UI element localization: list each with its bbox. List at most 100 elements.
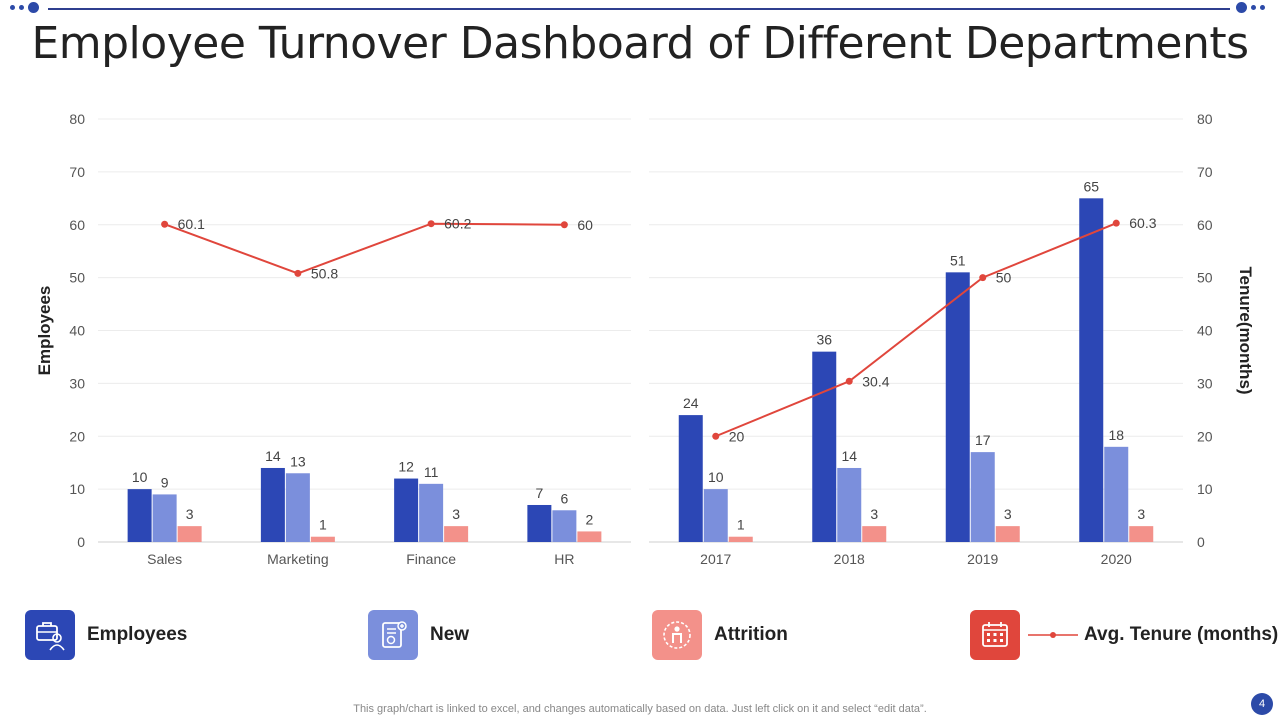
chart1-bar-label-employees: 10 — [132, 469, 148, 485]
chart1-tenure-label: 60.1 — [178, 216, 205, 232]
chart1-bar-label-attrition: 1 — [319, 517, 327, 533]
chart2-tenure-point — [712, 432, 720, 440]
chart2-bar-label-attrition: 3 — [1004, 506, 1012, 522]
chart2-bar-attrition — [728, 536, 753, 542]
chart1-bar-label-new: 9 — [161, 474, 169, 490]
chart1-bar-new — [285, 473, 310, 542]
chart1-bar-label-new: 13 — [290, 453, 306, 469]
chart1-bar-label-employees: 7 — [535, 485, 543, 501]
chart1-bar-label-new: 6 — [560, 490, 568, 506]
chart2-tenure-line — [715, 222, 1117, 438]
chart2-bar-attrition — [1129, 526, 1154, 542]
chart1-ytick-label: 40 — [69, 323, 85, 339]
chart1-bar-new — [152, 494, 177, 542]
chart1-tenure-point — [427, 220, 435, 228]
chart2-bar-new — [703, 489, 728, 542]
chart1-bar-new — [552, 510, 577, 542]
chart1-bar-label-attrition: 3 — [186, 506, 194, 522]
person-exit-icon — [652, 610, 702, 660]
chart2-tenure-point — [979, 274, 987, 282]
page-number: 4 — [1251, 693, 1273, 715]
chart1-bar-employees — [260, 467, 285, 542]
chart2-tenure-label: 30.4 — [862, 373, 889, 389]
chart2-tenure-label: 50 — [996, 270, 1012, 286]
top-right-dots — [1236, 2, 1265, 13]
chart2-bar-new — [837, 467, 862, 542]
chart1-bar-attrition — [177, 526, 202, 542]
chart2-bar-label-attrition: 3 — [870, 506, 878, 522]
chart2-category-label: 2020 — [1101, 551, 1132, 567]
chart2-ytick-label: 60 — [1197, 217, 1213, 233]
top-left-dots — [10, 2, 39, 13]
chart2-bar-label-new: 18 — [1108, 427, 1124, 443]
chart1-ytick-label: 20 — [69, 428, 85, 444]
chart2-tenure-label: 20 — [729, 428, 745, 444]
chart2-bar-employees — [1079, 198, 1104, 542]
chart1-ytick-label: 10 — [69, 481, 85, 497]
chart2-bar-employees — [945, 272, 970, 542]
chart1-ytick-label: 70 — [69, 164, 85, 180]
chart1-tenure-point — [294, 269, 302, 277]
calendar-icon — [970, 610, 1020, 660]
chart1-bar-employees — [527, 504, 552, 542]
chart1-bar-label-attrition: 3 — [452, 506, 460, 522]
chart2-bar-label-attrition: 1 — [737, 517, 745, 533]
new-hire-document-icon — [368, 610, 418, 660]
legend-label-new: New — [430, 624, 470, 645]
chart2-bar-attrition — [995, 526, 1020, 542]
chart2-bar-label-employees: 24 — [683, 395, 699, 411]
chart1-tenure-point — [560, 221, 568, 229]
chart2-category-label: 2019 — [967, 551, 998, 567]
chart1-bar-label-employees: 12 — [398, 459, 414, 475]
legend-employees: Employees — [25, 609, 187, 661]
chart2-bar-label-employees: 51 — [950, 252, 966, 268]
chart1-y-axis-title: Employees — [35, 286, 54, 376]
chart2-ytick-label: 50 — [1197, 270, 1213, 286]
chart2-ytick-label: 20 — [1197, 428, 1213, 444]
chart1-category-label: Marketing — [267, 551, 328, 567]
chart2-bar-label-employees: 65 — [1083, 178, 1099, 194]
chart2-bar-employees — [812, 351, 837, 542]
chart1-ytick-label: 80 — [69, 111, 85, 127]
chart2-category-label: 2018 — [834, 551, 865, 567]
chart1-ytick-label: 60 — [69, 217, 85, 233]
chart1-bar-employees — [127, 489, 152, 542]
chart2-ytick-label: 80 — [1197, 111, 1213, 127]
chart1-bar-attrition — [444, 526, 469, 542]
chart2-bar-employees — [678, 415, 703, 542]
chart2-tenure-label: 60.3 — [1129, 215, 1156, 231]
chart1-tenure-label: 60 — [577, 217, 593, 233]
chart1-bar-label-employees: 14 — [265, 448, 281, 464]
legend-new: New — [368, 609, 469, 661]
chart2-y-axis-title: Tenure(months) — [1236, 266, 1255, 394]
page-title: Employee Turnover Dashboard of Different… — [31, 18, 1249, 69]
chart1-ytick-label: 30 — [69, 375, 85, 391]
chart1-ytick-label: 0 — [77, 534, 85, 550]
chart1-category-label: Sales — [147, 551, 182, 567]
chart1-bar-attrition — [310, 536, 335, 542]
chart2-category-label: 2017 — [700, 551, 731, 567]
chart2-tenure-point — [845, 377, 853, 385]
chart2-ytick-label: 10 — [1197, 481, 1213, 497]
chart1-ytick-label: 50 — [69, 270, 85, 286]
chart1-tenure-label: 60.2 — [444, 216, 471, 232]
chart2-bar-label-attrition: 3 — [1137, 506, 1145, 522]
chart2-bar-new — [1104, 446, 1129, 542]
chart2-bar-label-new: 14 — [841, 448, 857, 464]
chart2-bar-attrition — [862, 526, 887, 542]
legend-label-avg-tenure: Avg. Tenure (months) — [1084, 624, 1279, 645]
chart2-bar-new — [970, 452, 995, 542]
chart1-category-label: Finance — [406, 551, 456, 567]
legend-attrition: Attrition — [652, 609, 788, 661]
chart1-tenure-line — [164, 222, 565, 275]
chart1-tenure-point — [161, 220, 169, 228]
chart2-tenure-point — [1112, 219, 1120, 227]
footer-note: This graph/chart is linked to excel, and… — [353, 703, 927, 715]
legend-label-employees: Employees — [87, 624, 188, 645]
chart1-tenure-label: 50.8 — [311, 265, 338, 281]
chart1-bar-label-attrition: 2 — [585, 511, 593, 527]
legend-avg-tenure: Avg. Tenure (months) — [970, 609, 1278, 661]
chart2-ytick-label: 40 — [1197, 323, 1213, 339]
chart2-ytick-label: 0 — [1197, 534, 1205, 550]
